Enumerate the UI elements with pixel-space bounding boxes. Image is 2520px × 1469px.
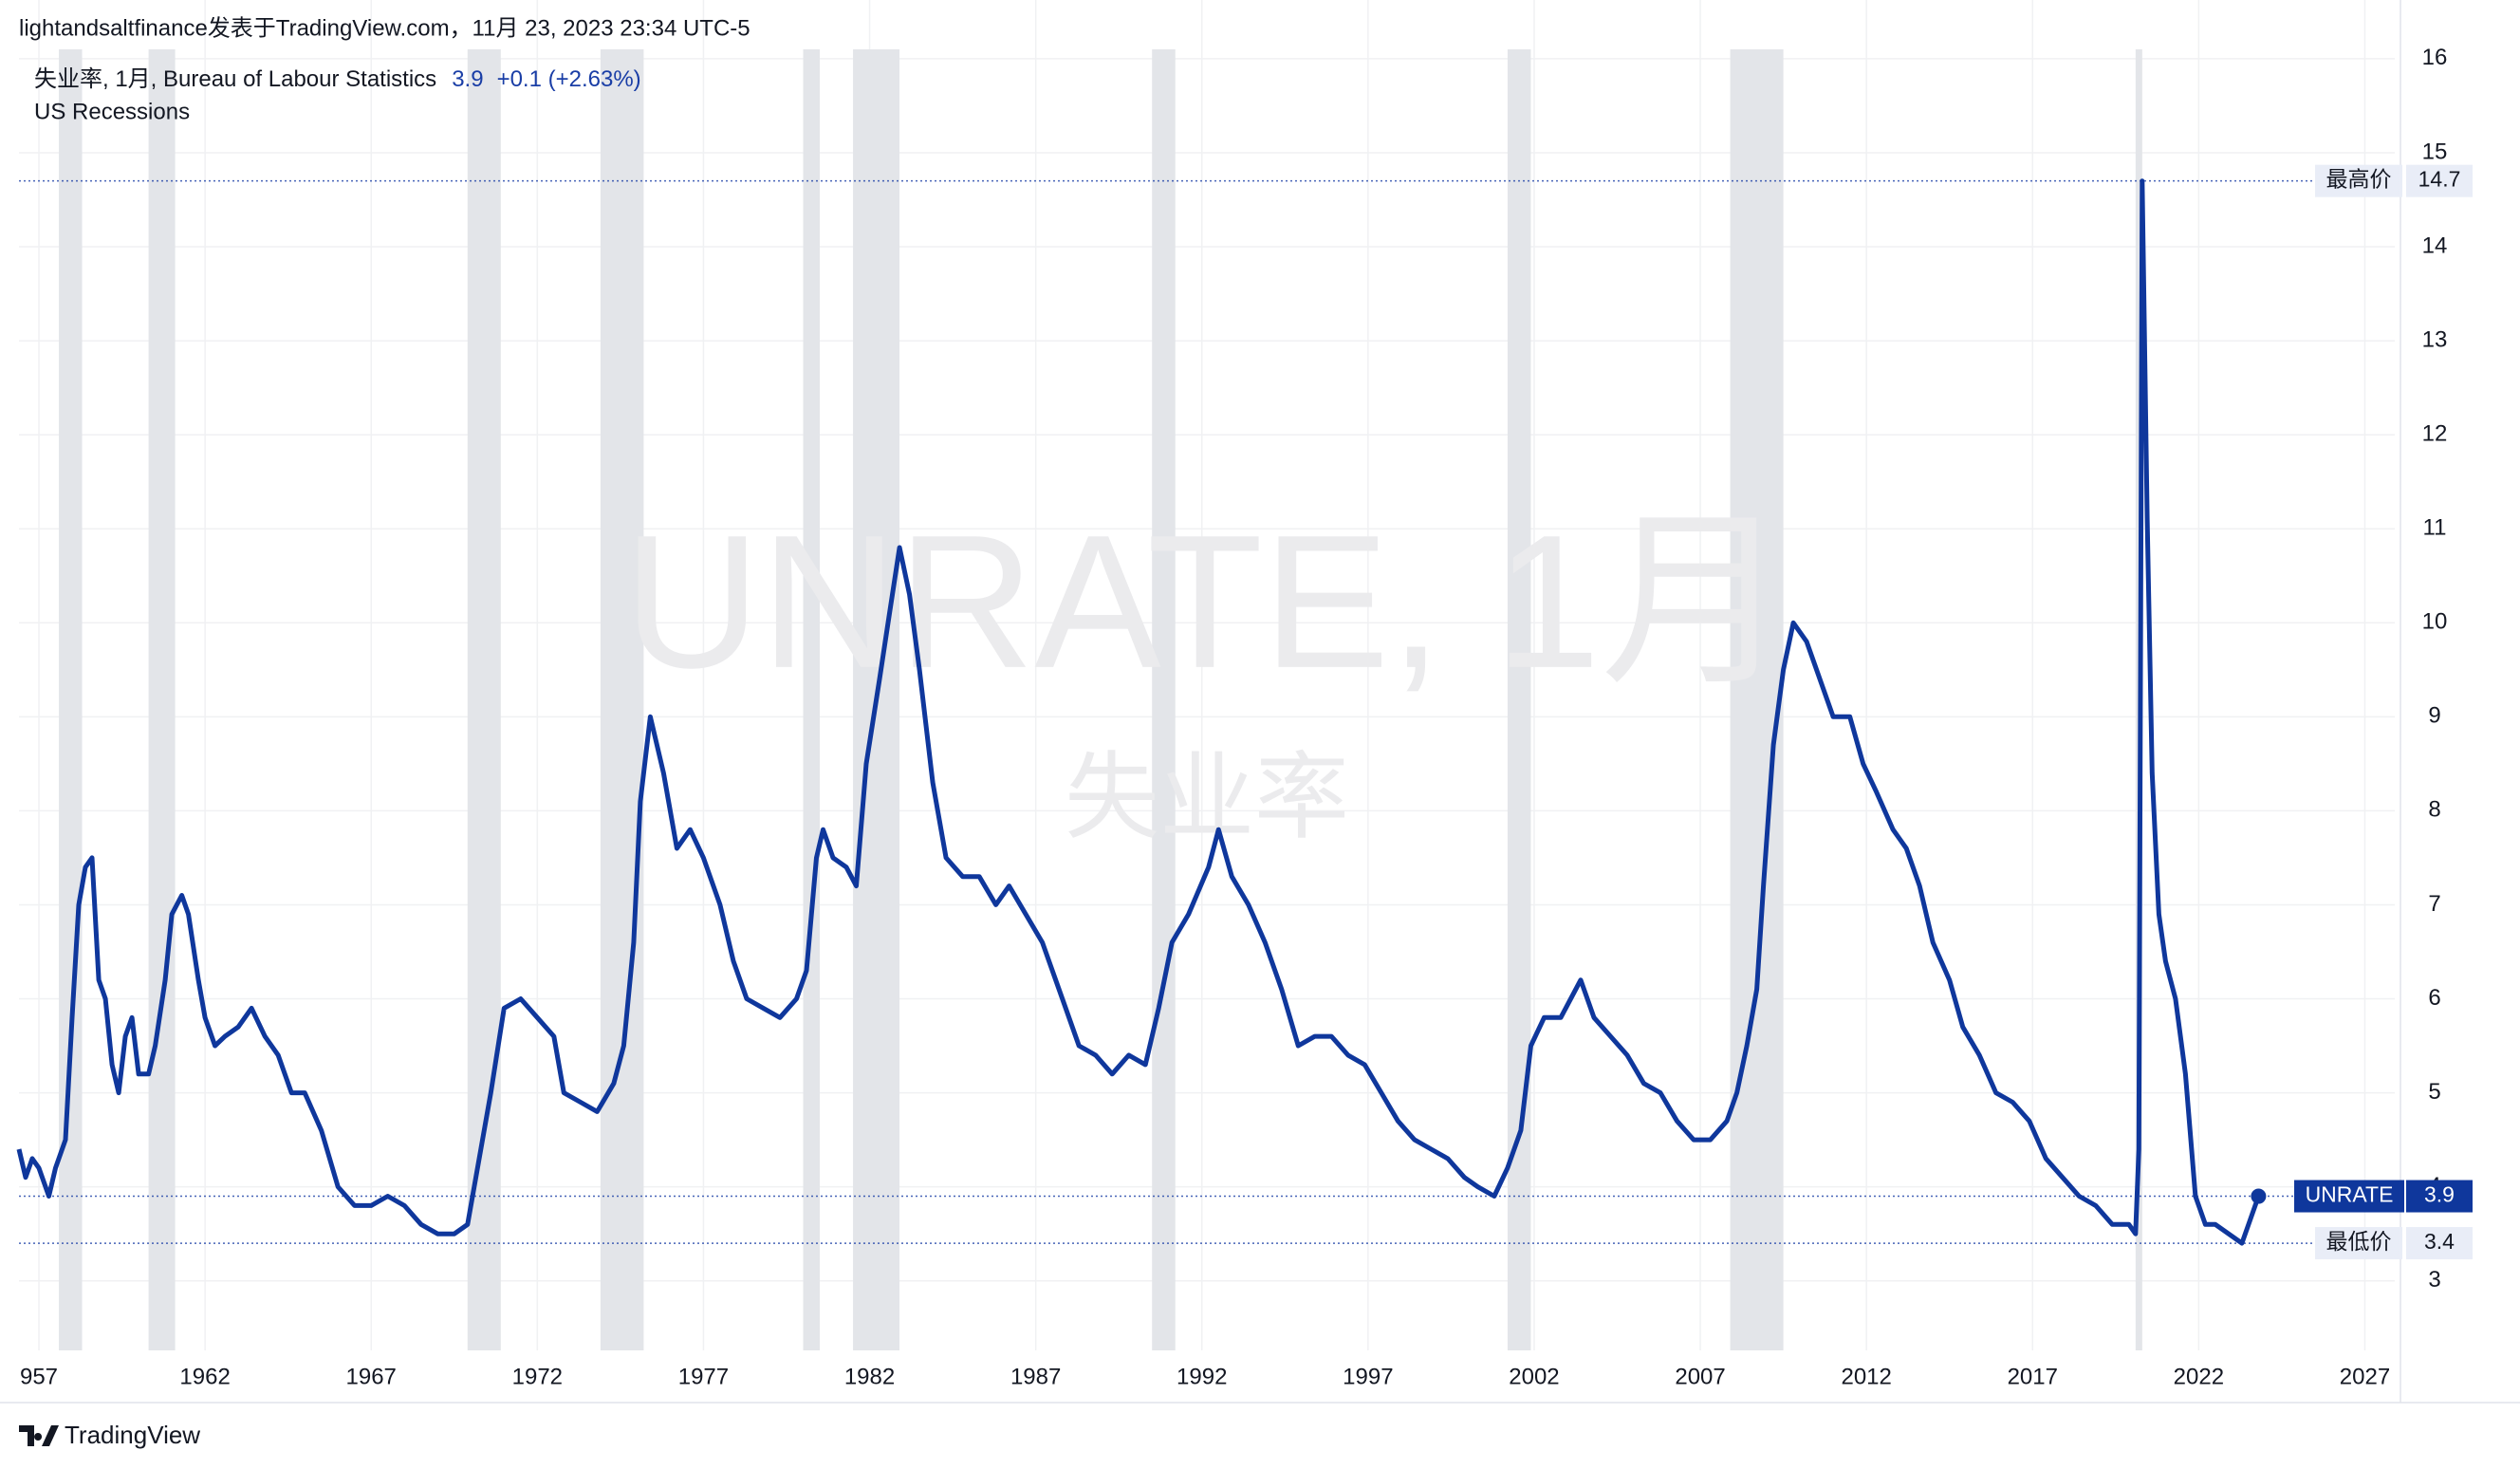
marker-label-box <box>2315 164 2402 197</box>
legend-title-text: 失业率, 1月, Bureau of Labour Statistics <box>34 66 436 92</box>
y-tick-label: 9 <box>2428 703 2440 729</box>
y-tick-label: 3 <box>2428 1267 2440 1292</box>
recession-band <box>1730 49 1784 1350</box>
x-tick-label: 1977 <box>678 1364 729 1389</box>
x-tick-label: 1967 <box>346 1364 397 1389</box>
recession-band <box>1152 49 1176 1350</box>
header: lightandsaltfinance发表于TradingView.com，11… <box>19 15 750 41</box>
marker-value: 3.9 <box>2424 1182 2455 1207</box>
legend-recessions: US Recessions <box>34 99 190 124</box>
x-tick-label: 1962 <box>179 1364 230 1389</box>
footer-logo: TradingView <box>19 1421 200 1449</box>
watermark-symbol: UNRATE, 1月 <box>623 496 1790 708</box>
marker-value-box <box>2406 164 2473 197</box>
y-tick-label: 7 <box>2428 891 2440 917</box>
x-tick-label: 2022 <box>2174 1364 2224 1389</box>
x-tick-label: 2012 <box>1841 1364 1891 1389</box>
y-tick-label: 12 <box>2422 420 2448 446</box>
legend-title: 失业率, 1月, Bureau of Labour Statistics 3.9 +… <box>34 66 641 92</box>
series-line <box>16 178 2261 1246</box>
x-tick-label: 2017 <box>2008 1364 2058 1389</box>
y-tick-label: 15 <box>2422 139 2448 164</box>
footer-text: TradingView <box>65 1421 200 1449</box>
y-tick-label: 6 <box>2428 985 2440 1011</box>
marker-value: 3.4 <box>2424 1229 2455 1254</box>
recession-band <box>148 49 176 1350</box>
x-tick-label: 1972 <box>512 1364 563 1389</box>
x-tick-label: 2002 <box>1509 1364 1559 1389</box>
recession-band <box>803 49 821 1350</box>
watermark-name: 失业率 <box>1065 744 1349 850</box>
marker-label: UNRATE <box>2306 1182 2394 1207</box>
marker-value: 14.7 <box>2418 167 2461 192</box>
recession-band <box>467 49 501 1350</box>
marker-label-box <box>2315 1227 2402 1260</box>
x-tick-label: 1997 <box>1343 1364 1393 1389</box>
recession-band <box>600 49 644 1350</box>
x-tick-label: 1982 <box>844 1364 895 1389</box>
last-point <box>2251 1188 2267 1204</box>
x-tick-label: 1987 <box>1010 1364 1061 1389</box>
x-tick-label: 2027 <box>2340 1364 2390 1389</box>
y-tick-label: 14 <box>2422 232 2448 258</box>
recession-band <box>59 49 83 1350</box>
y-tick-label: 16 <box>2422 45 2448 70</box>
marker-label: 最低价 <box>2326 1229 2392 1254</box>
legend-value: 3.9 <box>452 66 483 92</box>
x-tick-label: 1992 <box>1177 1364 1227 1389</box>
y-tick-label: 11 <box>2423 515 2447 541</box>
x-tick-label: 2007 <box>1675 1364 1725 1389</box>
marker-value-box <box>2406 1227 2473 1260</box>
marker-label-box <box>2294 1180 2404 1213</box>
marker-value-box <box>2406 1180 2473 1213</box>
marker-label: 最高价 <box>2326 167 2392 192</box>
y-tick-label: 10 <box>2422 609 2448 635</box>
y-tick-label: 5 <box>2428 1079 2440 1105</box>
legend-change: +0.1 (+2.63%) <box>497 66 641 92</box>
logo <box>19 1425 59 1446</box>
y-tick-label: 13 <box>2422 326 2448 352</box>
x-tick-label: 957 <box>20 1364 58 1389</box>
y-tick-label: 8 <box>2428 797 2440 823</box>
